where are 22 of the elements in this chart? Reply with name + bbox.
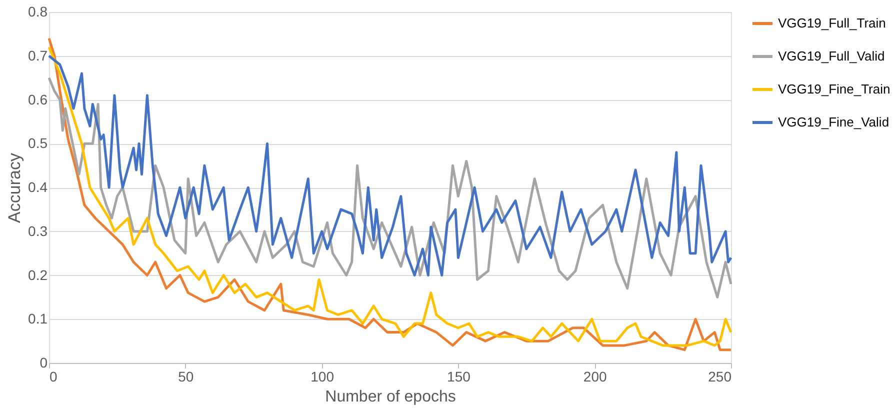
legend-label: VGG19_Full_Valid bbox=[778, 48, 885, 64]
x-tick-label: 100 bbox=[310, 368, 334, 384]
legend-label: VGG19_Fine_Train bbox=[778, 82, 890, 96]
line-series bbox=[48, 76, 732, 298]
y-tick-label: 0.5 bbox=[28, 135, 48, 152]
y-tick-label: 0.3 bbox=[28, 222, 48, 239]
y-tick-label: 0 bbox=[40, 354, 48, 370]
x-axis-title: Number of epochs bbox=[325, 388, 456, 406]
legend-label: VGG19_Fine_Valid bbox=[778, 114, 890, 130]
x-tick-label: 200 bbox=[583, 368, 607, 384]
x-tick-label: 250 bbox=[708, 368, 732, 384]
y-tick-label: 0.6 bbox=[28, 91, 48, 108]
x-tick-label: 150 bbox=[447, 368, 471, 384]
line-series bbox=[48, 54, 732, 276]
y-tick-label: 0.2 bbox=[28, 266, 48, 283]
y-tick-label: 0.1 bbox=[28, 310, 48, 327]
y-tick-label: 0.8 bbox=[28, 4, 48, 20]
y-axis-title: Accuracy bbox=[5, 152, 24, 223]
legend-label: VGG19_Full_Train bbox=[778, 16, 886, 30]
x-tick-label: 50 bbox=[178, 368, 194, 384]
y-tick-label: 0.4 bbox=[28, 179, 48, 195]
y-tick-label: 0.7 bbox=[28, 47, 48, 64]
